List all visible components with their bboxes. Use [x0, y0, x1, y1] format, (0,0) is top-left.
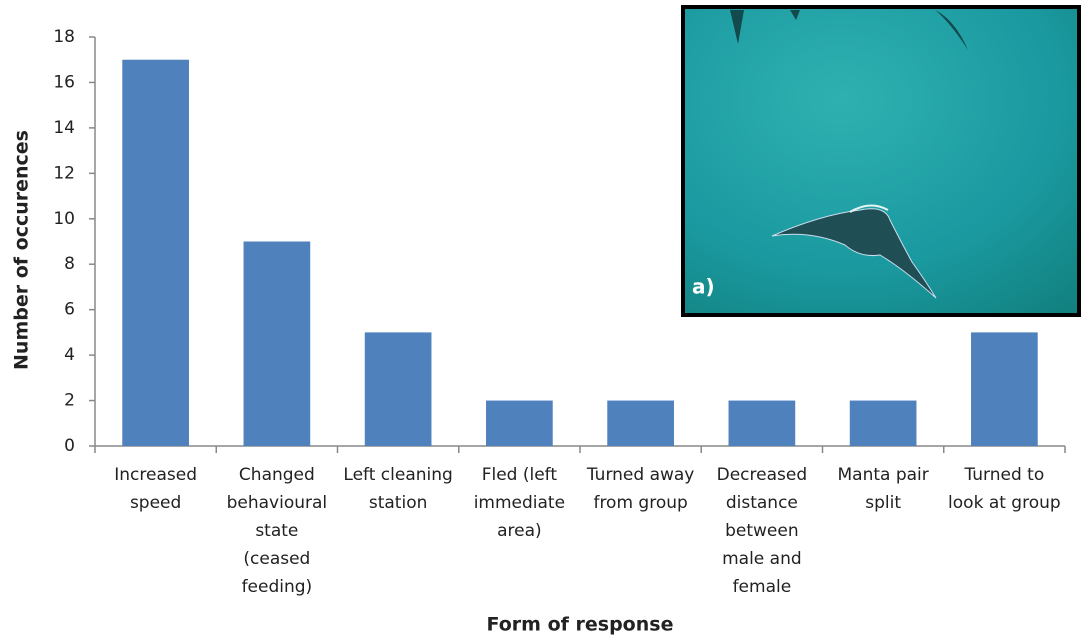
y-axis-label: Number of occurences	[11, 130, 33, 370]
bar	[728, 400, 796, 446]
bar	[243, 241, 311, 446]
y-tick-label: 14	[53, 118, 75, 138]
x-axis-label: Form of response	[487, 614, 674, 636]
bar	[122, 59, 189, 446]
y-tick-label: 6	[64, 300, 75, 320]
bar	[971, 332, 1038, 446]
y-tick-label: 4	[64, 345, 75, 365]
bar	[849, 400, 917, 446]
x-tick-label: Turned to look at group	[948, 465, 1061, 513]
y-tick-label: 18	[53, 27, 75, 47]
y-tick-label: 8	[64, 254, 75, 274]
y-tick-label: 16	[53, 72, 75, 92]
y-tick-label: 12	[53, 163, 75, 183]
bar	[364, 332, 432, 446]
y-tick-label: 2	[64, 391, 75, 411]
x-tick-label: Increased speed	[114, 465, 197, 513]
x-tick-label: Manta pair split	[837, 465, 929, 513]
y-tick-label: 0	[64, 436, 75, 456]
bar	[486, 400, 553, 446]
bar	[607, 400, 674, 446]
inset-label: a)	[692, 275, 715, 299]
x-tick-label: Changed behavioural state (ceased feedin…	[226, 465, 328, 597]
x-tick-label: Turned away from group	[586, 465, 695, 513]
x-tick-label: Left cleaning station	[343, 465, 453, 513]
x-tick-label: Fled (left immediate area)	[473, 465, 566, 541]
inset-photo: a)	[681, 5, 1081, 317]
x-tick-label: Decreased distance between male and fema…	[716, 465, 808, 597]
y-tick-label: 10	[53, 209, 75, 229]
